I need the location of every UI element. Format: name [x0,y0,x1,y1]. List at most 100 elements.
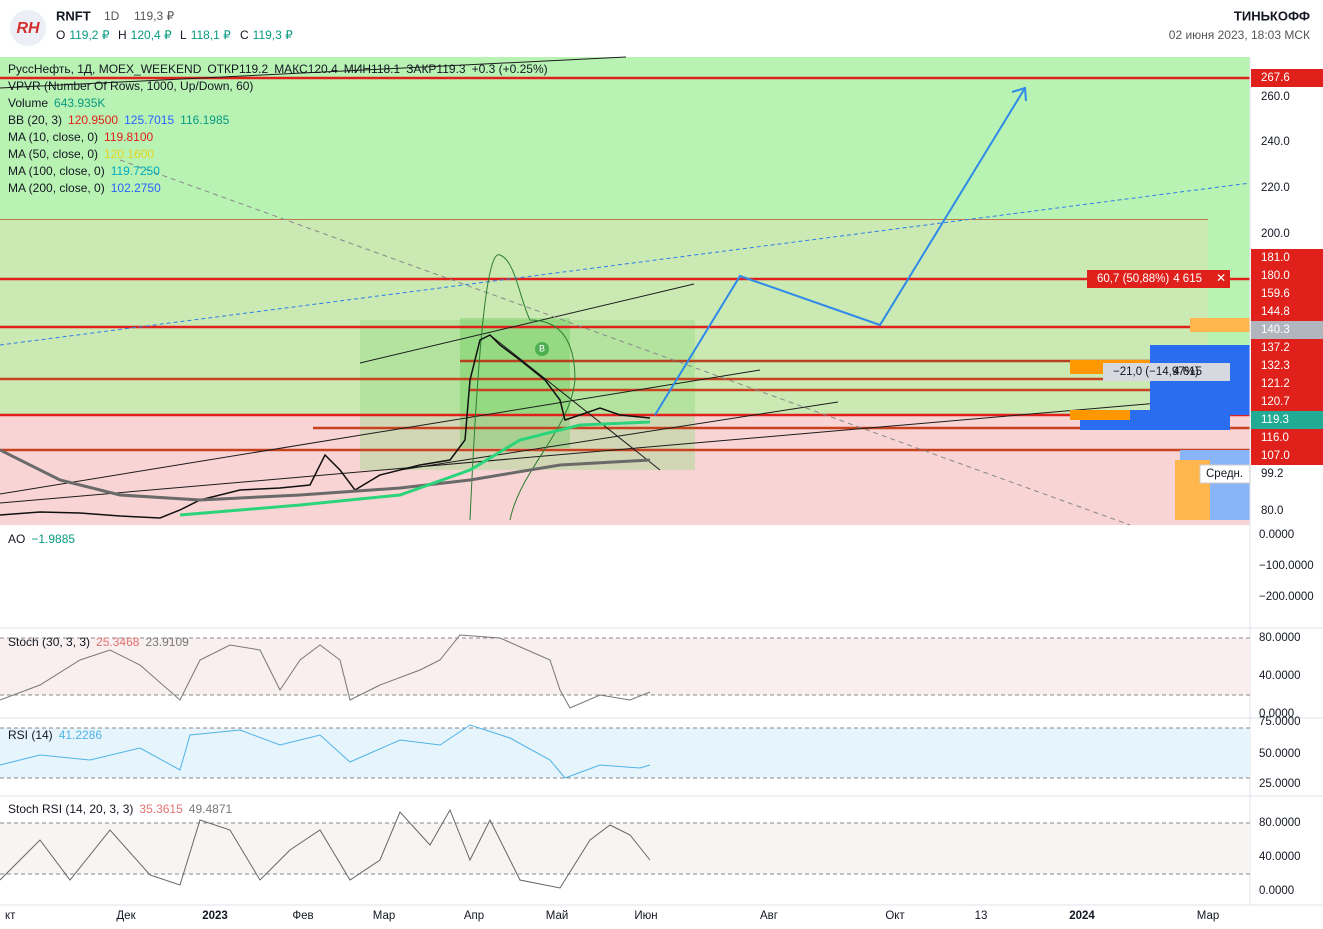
price-label: 121.2 [1261,378,1290,390]
price-label: 119.3 [1261,414,1289,426]
panel-title: AO [8,532,25,546]
interval: 1D [104,9,120,23]
position-change: 60,7 (50,88%) [1097,273,1169,285]
ohlc-item: C 119,3 ₽ [240,28,293,42]
panel-axis-label: 80.0000 [1259,817,1301,829]
price-label: 116.0 [1261,432,1289,444]
symbol: RNFT [56,8,91,23]
panel-value: 35.3615 [139,802,183,816]
price-label-bg [1251,303,1323,321]
ma200 [0,448,651,502]
legend-value: ОТКР119.2 [207,62,268,76]
legend-label: Volume [8,96,48,110]
price-label: 220.0 [1261,182,1290,194]
panel-axis-label: 75.0000 [1259,716,1301,728]
range-box [360,320,695,470]
price-label: 137.2 [1261,342,1290,354]
profit-zone [0,220,1208,416]
price-label-bg [1251,375,1323,393]
ohlc-item: L 118,1 ₽ [180,28,231,42]
stochrsi-band [0,823,1250,874]
position-qty: 4 615 [1173,366,1202,378]
price-label: 107.0 [1261,450,1290,462]
brand: ТИНЬКОФФ [1234,8,1310,23]
time-label: Авг [760,910,778,922]
price-label-bg [1251,339,1323,357]
legend-label: MA (10, close, 0) [8,130,98,144]
stochrsi-line [0,808,651,889]
price-label-bg [1251,393,1323,411]
panel-axis-label: −100.0000 [1259,560,1314,572]
time-label: Май [546,910,569,922]
legend-value: 125.7015 [124,113,174,127]
avg-tag: Средн. [1206,468,1243,480]
panel-title: Stoch (30, 3, 3) [8,635,90,649]
price-label: 180.0 [1261,270,1290,282]
panel-legend: Stoch RSI (14, 20, 3, 3) 35.3615 49.4871 [8,802,233,816]
price-label: 260.0 [1261,91,1290,103]
panel-value: 25.3468 [96,635,140,649]
ohlc-value: 119,2 ₽ [69,28,109,42]
ohlc-value: 120,4 ₽ [131,28,172,42]
legend-row: VPVR (Number Of Rows, 1000, Up/Down, 60) [8,79,253,93]
panel-axis-label: −200.0000 [1259,591,1314,603]
range-box [460,318,570,448]
rsi-line [0,724,651,779]
price-label: 144.8 [1261,306,1290,318]
forecast-arrow [654,87,1026,416]
legend-row: BB (20, 3) 120.9500 125.7015 116.1985 [8,113,230,127]
legend-row: MA (200, close, 0) 102.2750 [8,181,161,195]
ohlc-key: L [180,28,187,42]
bollinger [469,254,576,521]
legend-row: MA (10, close, 0) 119.8100 [8,130,154,144]
legend-value: 643.935K [54,96,105,110]
legend-value: 119.7250 [111,164,160,178]
panel-title: Stoch RSI (14, 20, 3, 3) [8,802,133,816]
price-label-bg [1251,321,1323,339]
legend-label: BB (20, 3) [8,113,62,127]
price-label-bg [1251,429,1323,447]
ohlc-key: Н [118,28,127,42]
logo-mark: RH [16,20,40,37]
legend-value: 120.1600 [104,147,154,161]
price-label: 80.0 [1261,505,1283,517]
legend-value: +0.3 (+0.25%) [472,62,548,76]
price-label: 181.0 [1261,252,1290,264]
position-box [1087,270,1230,288]
time-label: Окт [885,910,905,922]
price-label-bg [1251,465,1323,483]
price-label: 140.3 [1261,324,1290,336]
panel-axis-label: 0.0000 [1259,885,1294,897]
panel-value: 49.4871 [189,802,233,816]
trend-lines [0,56,1171,504]
legend-label: РуссНефть, 1Д, MOEX_WEEKEND [8,62,202,76]
price-label: 120.7 [1261,396,1290,408]
price-label: 159.6 [1261,288,1290,300]
signal-marker [535,342,549,356]
price-label-bg [1251,447,1323,465]
panel-axis-label: 40.0000 [1259,670,1301,682]
rsi-band [0,728,1250,778]
ohlc-value: 119,3 ₽ [253,28,293,42]
ohlc-item: О 119,2 ₽ [56,28,110,42]
panel-title: RSI (14) [8,728,53,742]
dashed-trend [119,159,1131,526]
legend-value: 120.9500 [68,113,118,127]
panel-axis-label: 50.0000 [1259,748,1301,760]
panel-axis-label: 0.0000 [1259,529,1294,541]
time-label: Дек [116,910,136,922]
position-qty: 4 615 [1173,273,1202,285]
price-label: 240.0 [1261,136,1290,148]
price-label-bg [1251,411,1323,429]
avg-tag-bg [1199,464,1251,484]
panel-axis-label: 40.0000 [1259,851,1301,863]
ohlc-item: Н 120,4 ₽ [118,28,172,42]
legend-value: 119.8100 [104,130,153,144]
legend-label: MA (200, close, 0) [8,181,105,195]
legend-row: MA (100, close, 0) 119.7250 [8,164,160,178]
legend-value: 116.1985 [180,113,229,127]
legend-value: МАКС120.4 [274,62,338,76]
legend-value: МИН118.1 [344,62,401,76]
close-x: ✕ [1216,271,1226,285]
legend-label: MA (50, close, 0) [8,147,98,161]
